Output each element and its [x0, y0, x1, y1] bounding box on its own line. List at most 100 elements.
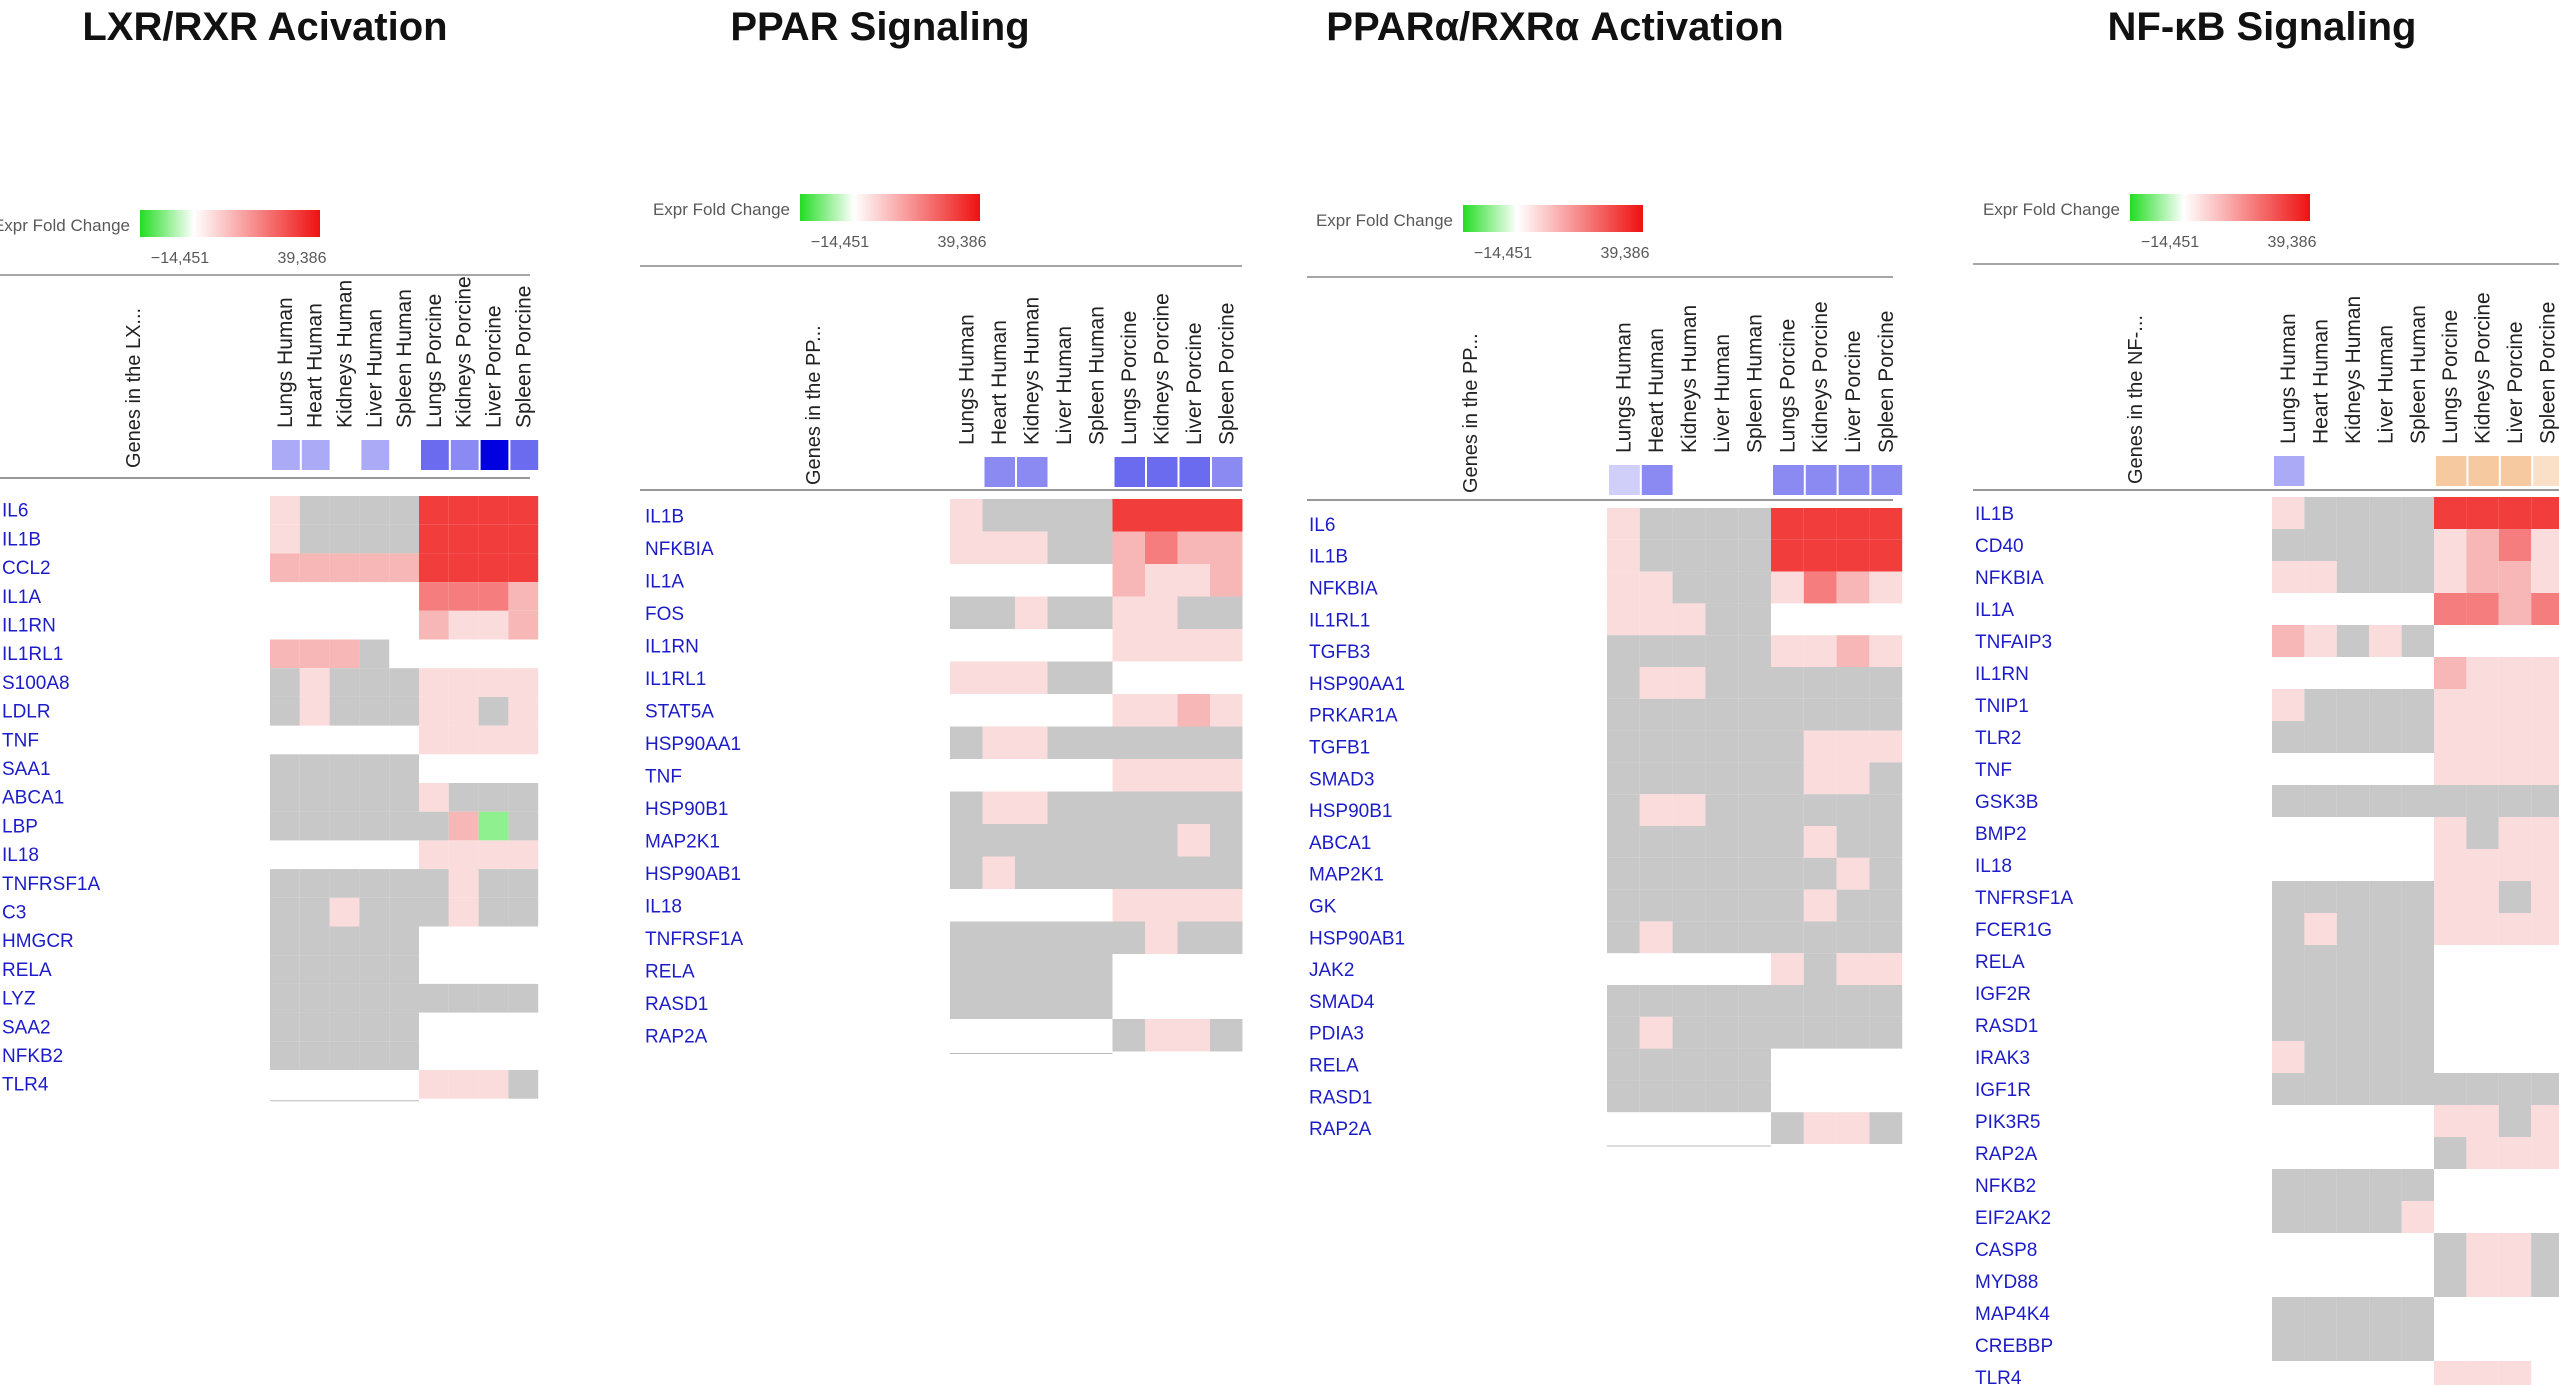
- heatmap-cell: [359, 811, 390, 841]
- gene-label[interactable]: CASP8: [1975, 1240, 2037, 1261]
- gene-label[interactable]: IL18: [645, 896, 682, 917]
- gene-label[interactable]: IL1B: [2, 529, 41, 550]
- gene-label[interactable]: TNFRSF1A: [2, 874, 101, 895]
- gene-label[interactable]: JAK2: [1309, 960, 1354, 981]
- heatmap-cell: [329, 869, 360, 898]
- gene-label[interactable]: IGF2R: [1975, 984, 2031, 1005]
- heatmap-cell: [2401, 913, 2434, 945]
- gene-label[interactable]: TLR2: [1975, 728, 2021, 749]
- gene-label[interactable]: PIK3R5: [1975, 1112, 2040, 1133]
- gene-label[interactable]: IL18: [2, 845, 39, 866]
- gene-label[interactable]: IL1A: [1975, 600, 2014, 621]
- gene-label[interactable]: NFKB2: [2, 1046, 63, 1067]
- gene-label[interactable]: CD40: [1975, 536, 2024, 557]
- gene-label[interactable]: MAP4K4: [1975, 1304, 2050, 1325]
- gene-label[interactable]: IL1B: [1975, 504, 2014, 525]
- gene-label[interactable]: LBP: [2, 816, 38, 837]
- gene-label[interactable]: NFKB2: [1975, 1176, 2036, 1197]
- gene-label[interactable]: TNF: [645, 766, 682, 787]
- gene-label[interactable]: NFKBIA: [1309, 578, 1378, 599]
- gene-label[interactable]: SMAD3: [1309, 769, 1374, 790]
- gene-label[interactable]: IL1RL1: [1309, 610, 1370, 631]
- heatmap-cell: [508, 840, 539, 870]
- gene-label[interactable]: ABCA1: [1309, 833, 1371, 854]
- gene-label[interactable]: IL1RL1: [645, 669, 706, 690]
- gene-label[interactable]: HSP90B1: [645, 799, 728, 820]
- gene-label[interactable]: IL1RL1: [2, 644, 63, 665]
- gene-label[interactable]: CCL2: [2, 558, 51, 579]
- gene-label[interactable]: EIF2AK2: [1975, 1208, 2051, 1229]
- gene-label[interactable]: TLR4: [2, 1075, 49, 1096]
- gene-label[interactable]: RASD1: [1309, 1087, 1372, 1108]
- gene-label[interactable]: IL1B: [1309, 547, 1348, 568]
- gene-label[interactable]: TNF: [1975, 760, 2012, 781]
- gene-label[interactable]: IL6: [1309, 515, 1335, 536]
- gene-label[interactable]: RELA: [1309, 1055, 1359, 1076]
- gene-label[interactable]: RASD1: [645, 994, 708, 1015]
- gene-label[interactable]: HMGCR: [2, 931, 74, 952]
- gene-label[interactable]: HSP90B1: [1309, 801, 1392, 822]
- gene-label[interactable]: LDLR: [2, 702, 51, 723]
- gene-label[interactable]: IL1A: [645, 571, 684, 592]
- heatmap-cell: [2304, 785, 2337, 817]
- gene-label[interactable]: IL1RN: [1975, 664, 2029, 685]
- gene-label[interactable]: SAA1: [2, 759, 51, 780]
- gene-label[interactable]: TGFB3: [1309, 642, 1370, 663]
- heatmap-cell: [1705, 603, 1739, 636]
- gene-label[interactable]: IL1B: [645, 506, 684, 527]
- gene-label[interactable]: PRKAR1A: [1309, 706, 1398, 727]
- gene-label[interactable]: TNFRSF1A: [1975, 888, 2074, 909]
- heatmap-cell: [982, 986, 1015, 1019]
- gene-label[interactable]: HSP90AA1: [1309, 674, 1405, 695]
- gene-label[interactable]: GK: [1309, 896, 1337, 917]
- gene-label[interactable]: HSP90AB1: [645, 864, 741, 885]
- heatmap-cell: [419, 983, 449, 1013]
- gene-label[interactable]: TNFRSF1A: [645, 929, 744, 950]
- heatmap-cell: [1639, 794, 1673, 826]
- heatmap-cell: [950, 856, 983, 889]
- gene-label[interactable]: RELA: [645, 961, 695, 982]
- heatmap-cell: [1836, 889, 1870, 922]
- gene-label[interactable]: TLR4: [1975, 1368, 2022, 1385]
- heatmap-cell: [1145, 499, 1178, 532]
- gene-label[interactable]: S100A8: [2, 673, 70, 694]
- gene-label[interactable]: RAP2A: [645, 1026, 708, 1047]
- gene-label[interactable]: IL1A: [2, 587, 41, 608]
- gene-label[interactable]: IL1RN: [645, 636, 699, 657]
- gene-label[interactable]: LYZ: [2, 989, 36, 1010]
- gene-label[interactable]: IRAK3: [1975, 1048, 2030, 1069]
- heatmap-cell: [1738, 571, 1771, 604]
- gene-label[interactable]: ABCA1: [2, 788, 64, 809]
- gene-label[interactable]: RELA: [1975, 952, 2025, 973]
- gene-label[interactable]: TNFAIP3: [1975, 632, 2052, 653]
- gene-label[interactable]: TNF: [2, 730, 39, 751]
- gene-label[interactable]: MYD88: [1975, 1272, 2038, 1293]
- gene-label[interactable]: IL1RN: [2, 615, 56, 636]
- gene-label[interactable]: IGF1R: [1975, 1080, 2031, 1101]
- gene-label[interactable]: NFKBIA: [645, 539, 714, 560]
- gene-label[interactable]: MAP2K1: [645, 831, 720, 852]
- gene-label[interactable]: RAP2A: [1309, 1119, 1372, 1140]
- heatmap-cell: [1145, 1019, 1178, 1052]
- gene-label[interactable]: TGFB1: [1309, 737, 1370, 758]
- gene-label[interactable]: FCER1G: [1975, 920, 2052, 941]
- gene-label[interactable]: GSK3B: [1975, 792, 2038, 813]
- gene-label[interactable]: HSP90AA1: [645, 734, 741, 755]
- gene-label[interactable]: IL18: [1975, 856, 2012, 877]
- gene-label[interactable]: RASD1: [1975, 1016, 2038, 1037]
- gene-label[interactable]: TNIP1: [1975, 696, 2029, 717]
- gene-label[interactable]: C3: [2, 902, 26, 923]
- gene-label[interactable]: PDIA3: [1309, 1024, 1364, 1045]
- gene-label[interactable]: FOS: [645, 604, 684, 625]
- gene-label[interactable]: MAP2K1: [1309, 865, 1384, 886]
- gene-label[interactable]: BMP2: [1975, 824, 2027, 845]
- gene-label[interactable]: HSP90AB1: [1309, 928, 1405, 949]
- gene-label[interactable]: CREBBP: [1975, 1336, 2053, 1357]
- gene-label[interactable]: NFKBIA: [1975, 568, 2044, 589]
- gene-label[interactable]: RAP2A: [1975, 1144, 2038, 1165]
- gene-label[interactable]: SMAD4: [1309, 992, 1375, 1013]
- gene-label[interactable]: IL6: [2, 501, 28, 522]
- gene-label[interactable]: SAA2: [2, 1017, 51, 1038]
- gene-label[interactable]: RELA: [2, 960, 52, 981]
- gene-label[interactable]: STAT5A: [645, 701, 714, 722]
